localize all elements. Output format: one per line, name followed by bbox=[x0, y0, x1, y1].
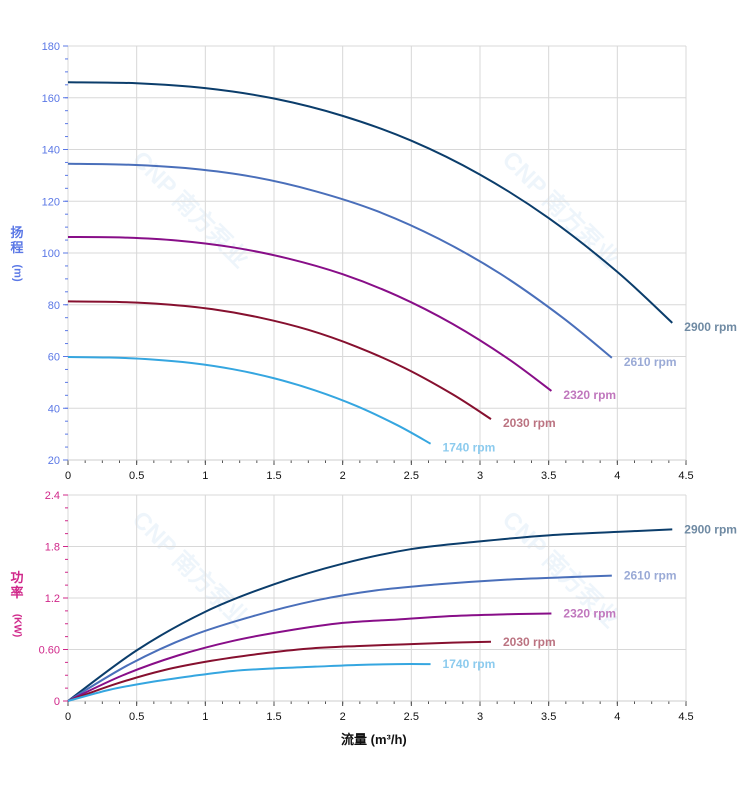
series-line-2320-rpm bbox=[67, 235, 553, 392]
series-label: 2030 rpm bbox=[503, 416, 556, 430]
power-axis-label-char: 率 bbox=[10, 585, 24, 600]
x-tick-label: 0 bbox=[65, 470, 71, 482]
power-axis-label-char: 功 bbox=[10, 570, 24, 585]
y-tick-label: 0 bbox=[54, 696, 60, 708]
x-tick-label: 3.5 bbox=[541, 470, 556, 482]
y-tick-label: 20 bbox=[48, 455, 60, 467]
y-tick-label: 40 bbox=[48, 403, 60, 415]
y-tick-label: 60 bbox=[48, 352, 60, 364]
x-tick-label: 3.5 bbox=[541, 711, 556, 723]
x-tick-label: 2.5 bbox=[404, 711, 419, 723]
flow-axis-label: 流量 (m³/h) bbox=[341, 732, 407, 747]
y-tick-label: 100 bbox=[42, 248, 60, 260]
x-tick-label: 4.5 bbox=[678, 470, 693, 482]
watermark: CNP 南方泵业 bbox=[497, 145, 625, 273]
x-tick-label: 4 bbox=[614, 711, 620, 723]
y-tick-label: 120 bbox=[42, 196, 60, 208]
y-tick-label: 160 bbox=[42, 93, 60, 105]
head-axis-label: 扬 程 (m) bbox=[9, 225, 25, 282]
series-label: 2320 rpm bbox=[563, 606, 616, 620]
y-tick-label: 180 bbox=[42, 41, 60, 53]
x-tick-label: 1.5 bbox=[266, 711, 281, 723]
x-tick-label: 1 bbox=[202, 470, 208, 482]
series-label: 2320 rpm bbox=[563, 388, 616, 402]
y-tick-label: 0.60 bbox=[39, 645, 60, 657]
series-line-2610-rpm bbox=[67, 574, 612, 702]
x-tick-label: 1 bbox=[202, 711, 208, 723]
y-tick-label: 1.8 bbox=[45, 542, 60, 554]
x-tick-label: 0.5 bbox=[129, 711, 144, 723]
head-axis-label-char: 扬 bbox=[10, 225, 24, 240]
series-line-1740-rpm bbox=[67, 356, 432, 445]
x-tick-label: 2 bbox=[340, 470, 346, 482]
series-line-2320-rpm bbox=[67, 612, 552, 702]
series-label: 1740 rpm bbox=[443, 657, 496, 671]
x-tick-label: 4.5 bbox=[678, 711, 693, 723]
x-tick-label: 3 bbox=[477, 711, 483, 723]
x-tick-label: 0 bbox=[65, 711, 71, 723]
series-line-1740-rpm bbox=[67, 663, 431, 702]
x-tick-label: 2 bbox=[340, 711, 346, 723]
series-line-2030-rpm bbox=[67, 300, 492, 420]
x-tick-label: 0.5 bbox=[129, 470, 144, 482]
head-axis-label-unit: (m) bbox=[11, 264, 24, 282]
x-tick-label: 2.5 bbox=[404, 470, 419, 482]
y-tick-label: 140 bbox=[42, 145, 60, 157]
x-tick-label: 4 bbox=[614, 470, 620, 482]
head-axis-label-char: 程 bbox=[10, 240, 24, 255]
series-label: 2610 rpm bbox=[624, 355, 677, 369]
series-label: 2610 rpm bbox=[624, 569, 677, 583]
power-axis-label-unit: (KW) bbox=[11, 613, 23, 638]
series-label: 2900 rpm bbox=[684, 320, 737, 334]
x-tick-label: 1.5 bbox=[266, 470, 281, 482]
y-tick-label: 1.2 bbox=[45, 593, 60, 605]
series-label: 2030 rpm bbox=[503, 635, 556, 649]
series-line-2030-rpm bbox=[67, 640, 492, 702]
series-label: 2900 rpm bbox=[684, 522, 737, 536]
series-line-2900-rpm bbox=[67, 81, 673, 324]
series-line-2610-rpm bbox=[67, 162, 613, 359]
x-tick-label: 3 bbox=[477, 470, 483, 482]
watermark: CNP 南方泵业 bbox=[127, 505, 255, 633]
series-label: 1740 rpm bbox=[443, 441, 496, 455]
power-axis-label: 功 率 (KW) bbox=[9, 570, 25, 637]
series-line-2900-rpm bbox=[67, 528, 673, 702]
y-tick-label: 2.4 bbox=[45, 490, 60, 502]
y-tick-label: 80 bbox=[48, 300, 60, 312]
